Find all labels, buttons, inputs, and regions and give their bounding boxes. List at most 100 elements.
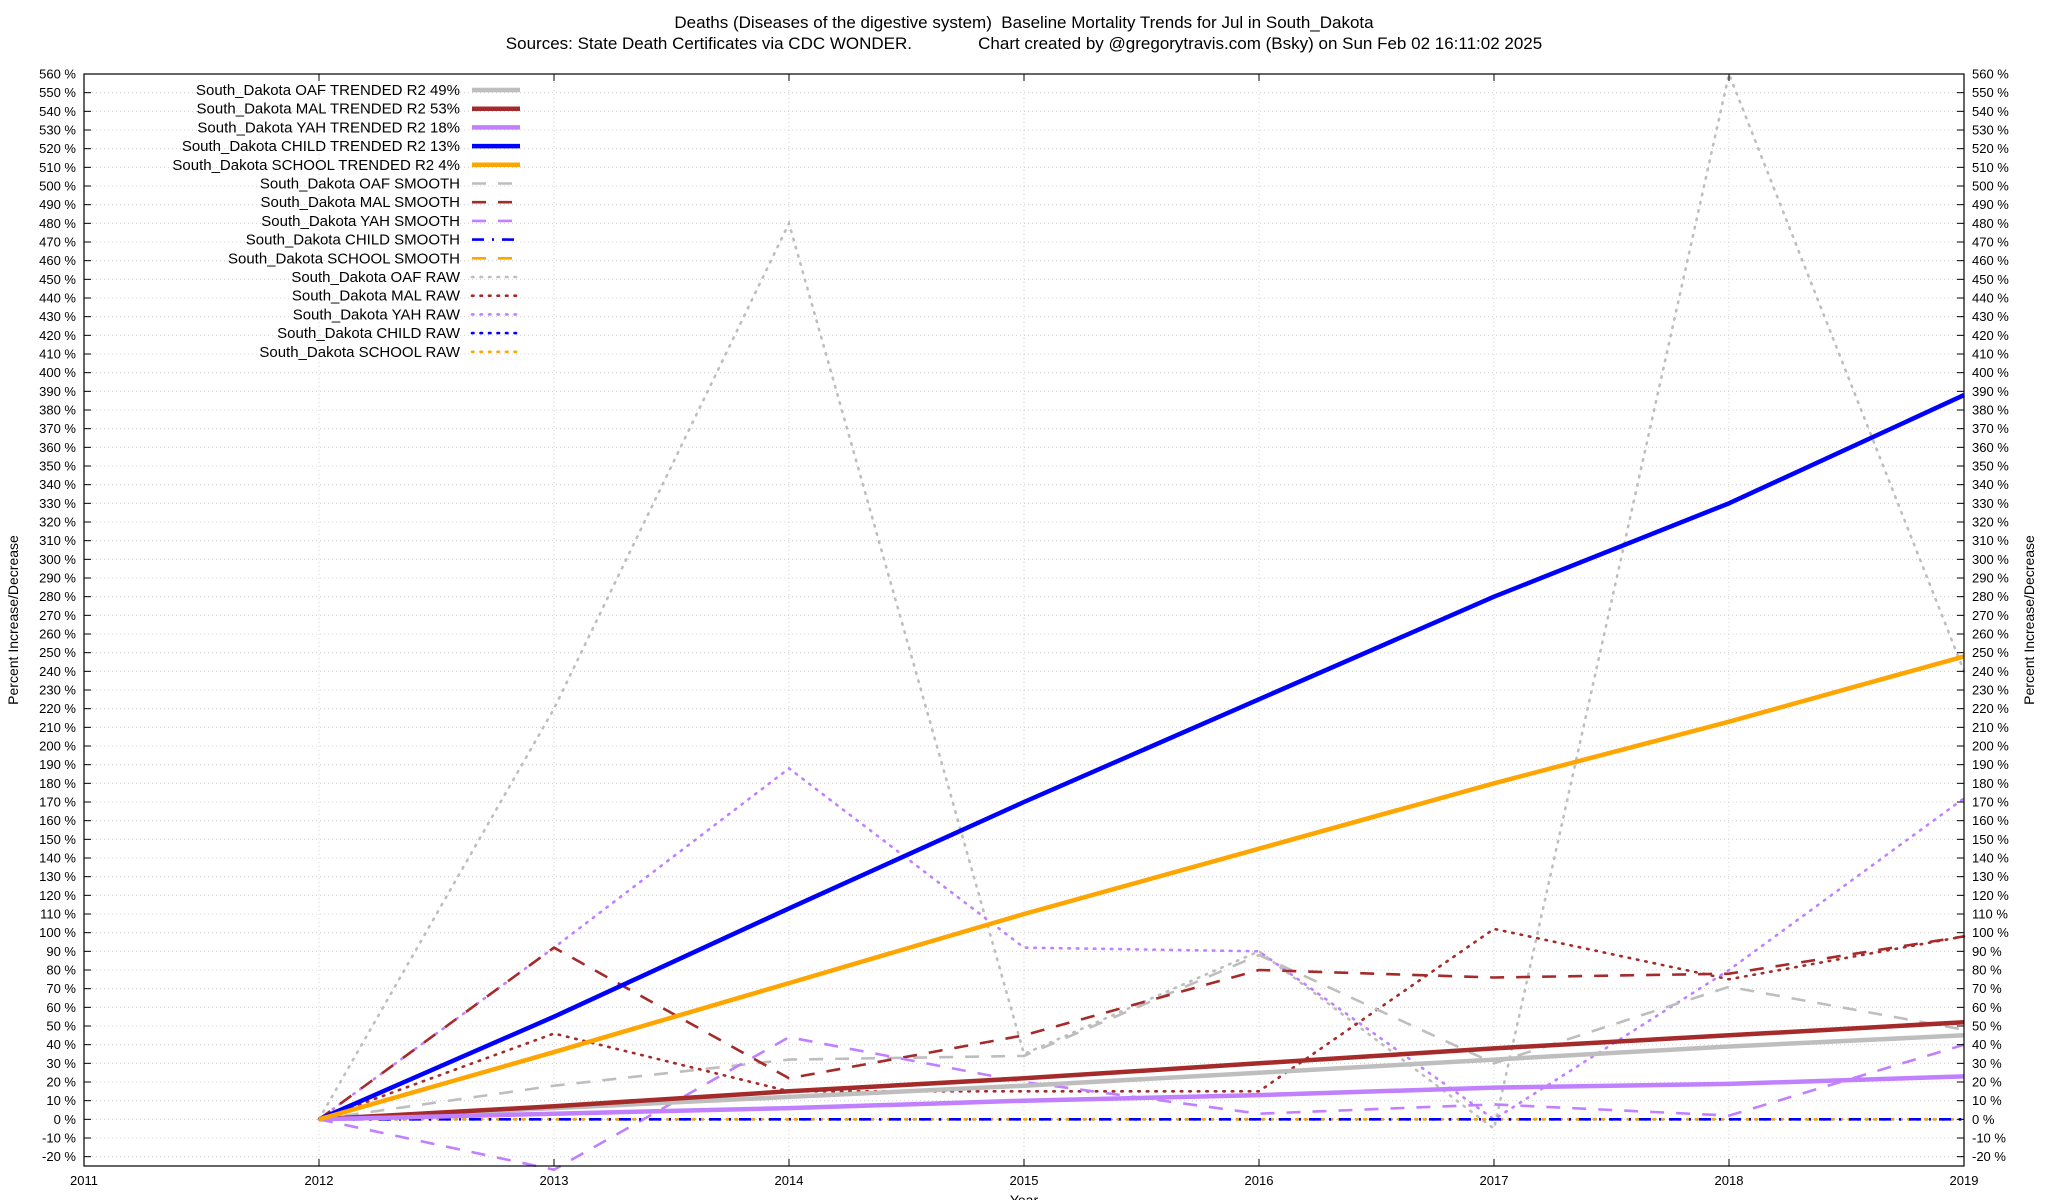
y-tick-label: 550 % xyxy=(39,85,76,100)
y2-tick-label: 430 % xyxy=(1972,309,2009,324)
y2-tick-label: 260 % xyxy=(1972,627,2009,642)
y2-tick-label: 550 % xyxy=(1972,85,2009,100)
y-tick-label: 340 % xyxy=(39,477,76,492)
y-tick-label: 120 % xyxy=(39,888,76,903)
y-tick-label: 350 % xyxy=(39,459,76,474)
y2-tick-label: 100 % xyxy=(1972,925,2009,940)
y2-tick-label: 300 % xyxy=(1972,552,2009,567)
legend-label: South_Dakota SCHOOL RAW xyxy=(259,344,460,361)
y2-tick-label: 210 % xyxy=(1972,720,2009,735)
y-tick-label: 510 % xyxy=(39,160,76,175)
y2-tick-label: 320 % xyxy=(1972,515,2009,530)
y2-tick-label: 400 % xyxy=(1972,365,2009,380)
y-tick-label: 330 % xyxy=(39,496,76,511)
y2-tick-label: 310 % xyxy=(1972,533,2009,548)
y2-tick-label: 560 % xyxy=(1972,67,2009,82)
y2-tick-label: 250 % xyxy=(1972,645,2009,660)
y-tick-label: 160 % xyxy=(39,813,76,828)
y-tick-label: 0 % xyxy=(54,1112,77,1127)
y2-tick-label: 340 % xyxy=(1972,477,2009,492)
y2-tick-label: 380 % xyxy=(1972,403,2009,418)
y2-tick-label: 240 % xyxy=(1972,664,2009,679)
legend-label: South_Dakota CHILD TRENDED R2 13% xyxy=(182,138,460,155)
y2-tick-label: 530 % xyxy=(1972,123,2009,138)
y2-tick-label: 280 % xyxy=(1972,589,2009,604)
x-tick-label: 2018 xyxy=(1715,1173,1744,1188)
y-tick-label: 390 % xyxy=(39,384,76,399)
series-line-mal-trended-r2-53 xyxy=(318,1020,1965,1122)
y-tick-label: 480 % xyxy=(39,216,76,231)
y-tick-label: 190 % xyxy=(39,757,76,772)
legend-label: South_Dakota SCHOOL TRENDED R2 4% xyxy=(172,157,460,174)
y2-tick-label: 450 % xyxy=(1972,272,2009,287)
y2-tick-label: 150 % xyxy=(1972,832,2009,847)
y-tick-label: 180 % xyxy=(39,776,76,791)
y-tick-label: 460 % xyxy=(39,253,76,268)
y-tick-label: 150 % xyxy=(39,832,76,847)
y-tick-label: 430 % xyxy=(39,309,76,324)
y2-tick-label: 120 % xyxy=(1972,888,2009,903)
y-tick-label: 250 % xyxy=(39,645,76,660)
y2-tick-label: 440 % xyxy=(1972,291,2009,306)
y-tick-label: 70 % xyxy=(46,981,76,996)
y2-tick-label: 60 % xyxy=(1972,1000,2002,1015)
y-tick-label: 90 % xyxy=(46,944,76,959)
x-tick-label: 2017 xyxy=(1480,1173,1509,1188)
y2-tick-label: 10 % xyxy=(1972,1093,2002,1108)
series-line-school-trended-r2-4 xyxy=(318,654,1965,1122)
series-line-oaf-raw xyxy=(317,69,1966,1131)
y-tick-label: 10 % xyxy=(46,1093,76,1108)
y2-tick-label: 190 % xyxy=(1972,757,2009,772)
y2-tick-label: 270 % xyxy=(1972,608,2009,623)
y-tick-label: 40 % xyxy=(46,1037,76,1052)
series-line-yah-trended-r2-18 xyxy=(318,1074,1965,1122)
y-tick-label: 530 % xyxy=(39,123,76,138)
y2-tick-label: 90 % xyxy=(1972,944,2002,959)
y2-tick-label: 130 % xyxy=(1972,869,2009,884)
legend-label: South_Dakota SCHOOL SMOOTH xyxy=(228,250,460,267)
legend-label: South_Dakota CHILD SMOOTH xyxy=(246,232,460,249)
y-tick-label: 200 % xyxy=(39,739,76,754)
y2-tick-label: 50 % xyxy=(1972,1019,2002,1034)
y-tick-label: 380 % xyxy=(39,403,76,418)
x-tick-label: 2012 xyxy=(305,1173,334,1188)
y-tick-label: 500 % xyxy=(39,179,76,194)
y2-axis-label: Percent Increase/Decrease xyxy=(2021,535,2037,705)
y-tick-label: 320 % xyxy=(39,515,76,530)
y2-tick-label: 140 % xyxy=(1972,851,2009,866)
y-tick-label: 470 % xyxy=(39,235,76,250)
y-tick-label: 560 % xyxy=(39,67,76,82)
y-tick-label: 210 % xyxy=(39,720,76,735)
y2-tick-label: 490 % xyxy=(1972,197,2009,212)
y-tick-label: 80 % xyxy=(46,963,76,978)
y2-tick-label: 370 % xyxy=(1972,421,2009,436)
y-tick-label: 540 % xyxy=(39,104,76,119)
y2-tick-label: 470 % xyxy=(1972,235,2009,250)
y-tick-label: 420 % xyxy=(39,328,76,343)
series-line-yah-raw xyxy=(317,766,1966,1121)
y2-tick-label: 70 % xyxy=(1972,981,2002,996)
y-tick-label: 400 % xyxy=(39,365,76,380)
series-layer xyxy=(317,69,1966,1172)
y-tick-label: 310 % xyxy=(39,533,76,548)
y2-tick-label: 200 % xyxy=(1972,739,2009,754)
series-line-oaf-smooth xyxy=(318,953,1965,1121)
y2-tick-label: 220 % xyxy=(1972,701,2009,716)
y-tick-label: 220 % xyxy=(39,701,76,716)
chart-title: Deaths (Diseases of the digestive system… xyxy=(674,13,1374,32)
y-tick-label: 290 % xyxy=(39,571,76,586)
y2-tick-label: 390 % xyxy=(1972,384,2009,399)
y2-tick-label: 500 % xyxy=(1972,179,2009,194)
legend-label: South_Dakota YAH RAW xyxy=(293,306,461,323)
y-tick-label: 100 % xyxy=(39,925,76,940)
legend-label: South_Dakota OAF SMOOTH xyxy=(260,176,460,193)
y-tick-label: 140 % xyxy=(39,851,76,866)
legend-label: South_Dakota MAL TRENDED R2 53% xyxy=(197,101,460,118)
y-tick-label: 170 % xyxy=(39,795,76,810)
y-tick-label: 60 % xyxy=(46,1000,76,1015)
y-tick-label: 440 % xyxy=(39,291,76,306)
y2-tick-label: 420 % xyxy=(1972,328,2009,343)
y2-tick-label: 330 % xyxy=(1972,496,2009,511)
y2-tick-label: 230 % xyxy=(1972,683,2009,698)
legend-label: South_Dakota CHILD RAW xyxy=(277,325,461,342)
